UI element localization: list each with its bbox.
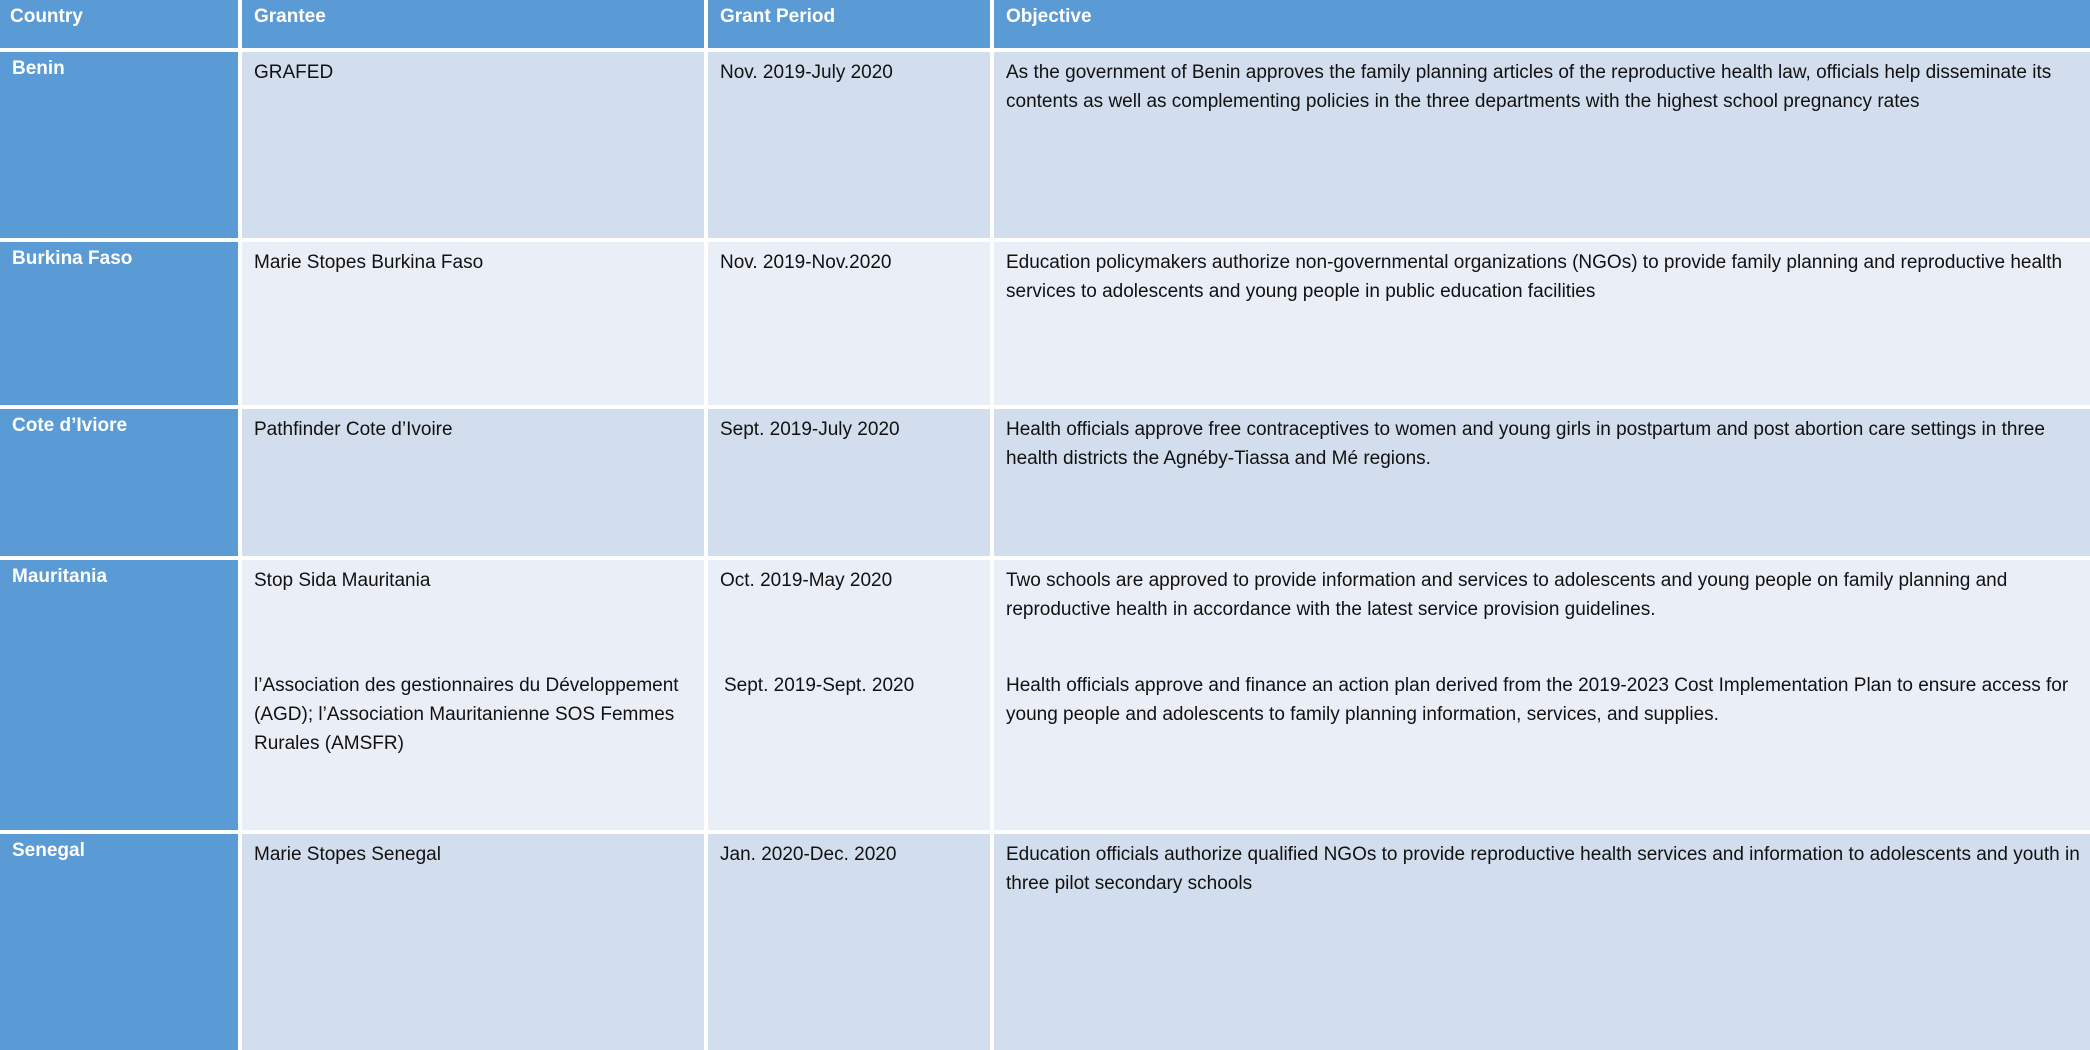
grant-period-entry-1: Oct. 2019-May 2020 [720,570,893,591]
country-cell-burkina-faso: Burkina Faso [0,242,238,405]
grantee-cell: Pathfinder Cote d’Ivoire [242,409,704,556]
grant-period-cell: Sept. 2019-July 2020 [708,409,990,556]
grantee-cell: Marie Stopes Burkina Faso [242,242,704,405]
objective-cell: Education policymakers authorize non-gov… [994,242,2090,405]
country-cell-cote-divoire: Cote d’Iviore [0,409,238,556]
objective-cell: Health officials approve free contracept… [994,409,2090,556]
header-objective: Objective [994,0,2090,48]
grant-period-cell: Jan. 2020-Dec. 2020 [708,834,990,1050]
grantee-cell: GRAFED [242,52,704,238]
grantee-cell: Marie Stopes Senegal [242,834,704,1050]
grant-period-entry-2: Sept. 2019-Sept. 2020 [724,675,915,696]
grant-period-cell: Nov. 2019-Nov.2020 [708,242,990,405]
grant-period-cell: Nov. 2019-July 2020 [708,52,990,238]
header-grant-period: Grant Period [708,0,990,48]
country-cell-mauritania: Mauritania [0,560,238,830]
objective-entry-1: Two schools are approved to provide info… [1006,570,2008,620]
grantee-entry-1: Stop Sida Mauritania [254,570,431,591]
header-country: Country [0,0,238,48]
objective-entry-2: Health officials approve and finance an … [1006,675,2069,725]
grant-period-cell: Oct. 2019-May 2020 Sept. 2019-Sept. 2020 [708,560,990,830]
country-cell-senegal: Senegal [0,834,238,1050]
objective-cell: Education officials authorize qualified … [994,834,2090,1050]
grantee-entry-2: l’Association des gestionnaires du Dével… [254,675,679,754]
header-grantee: Grantee [242,0,704,48]
objective-cell: Two schools are approved to provide info… [994,560,2090,830]
grantee-cell: Stop Sida Mauritania l’Association des g… [242,560,704,830]
country-cell-benin: Benin [0,52,238,238]
objective-cell: As the government of Benin approves the … [994,52,2090,238]
